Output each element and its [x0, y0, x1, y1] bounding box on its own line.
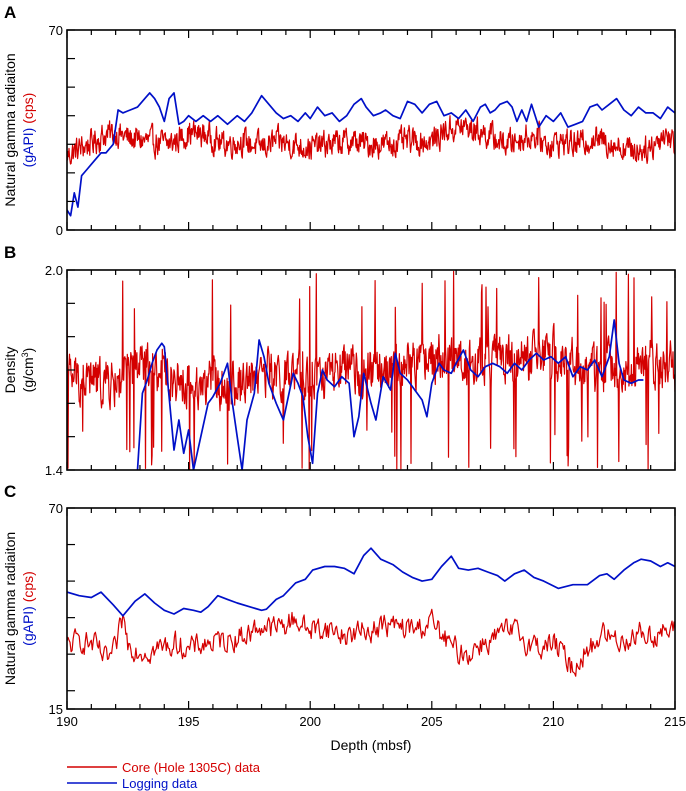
plot-area: [67, 547, 675, 677]
series-core-line: [67, 115, 675, 165]
panel-b: B 2.0 1.4 Density (g/cm3): [2, 243, 676, 478]
y-axis-title: Natural gamma radiaiton: [2, 532, 18, 685]
x-tick-label: 190: [56, 714, 78, 729]
x-tick-label: 200: [299, 714, 321, 729]
legend-label-logging: Logging data: [122, 776, 198, 791]
legend-label-core: Core (Hole 1305C) data: [122, 760, 261, 775]
series-logging-line: [67, 547, 675, 617]
y-axis-title: Density: [2, 347, 18, 394]
series-logging-line: [136, 319, 644, 470]
y-axis-title: Natural gamma radiaiton: [2, 53, 18, 206]
panel-letter: C: [4, 482, 16, 501]
plot-frame: [66, 29, 676, 231]
y-tick-label: 1.4: [45, 463, 63, 478]
plot-area: [67, 270, 675, 470]
x-tick-label: 205: [421, 714, 443, 729]
x-tick-label: 210: [543, 714, 565, 729]
y-tick-label: 0: [56, 223, 63, 238]
y-axis-title: (g/cm3): [20, 348, 36, 393]
series-logging-line: [67, 92, 675, 217]
y-axis-title: (gAPI) (cps): [20, 571, 36, 646]
panel-letter: B: [4, 243, 16, 262]
x-axis-title: Depth (mbsf): [331, 737, 412, 753]
y-tick-label: 15: [49, 702, 63, 717]
y-axis-title: (gAPI) (cps): [20, 93, 36, 168]
plot-frame: [66, 507, 676, 710]
x-tick-label: 195: [178, 714, 200, 729]
panel-letter: A: [4, 3, 16, 22]
panel-a: A 70 0 Natural gamma radiaiton (gAPI) (cps): [2, 3, 676, 238]
plot-area: [67, 92, 675, 217]
y-tick-label: 70: [49, 23, 63, 38]
series-core-line: [67, 270, 675, 470]
y-tick-label: 70: [49, 501, 63, 516]
y-tick-label: 2.0: [45, 263, 63, 278]
series-core-line: [67, 608, 675, 677]
x-tick-label: 215: [664, 714, 686, 729]
legend: Core (Hole 1305C) data Logging data: [67, 760, 261, 791]
